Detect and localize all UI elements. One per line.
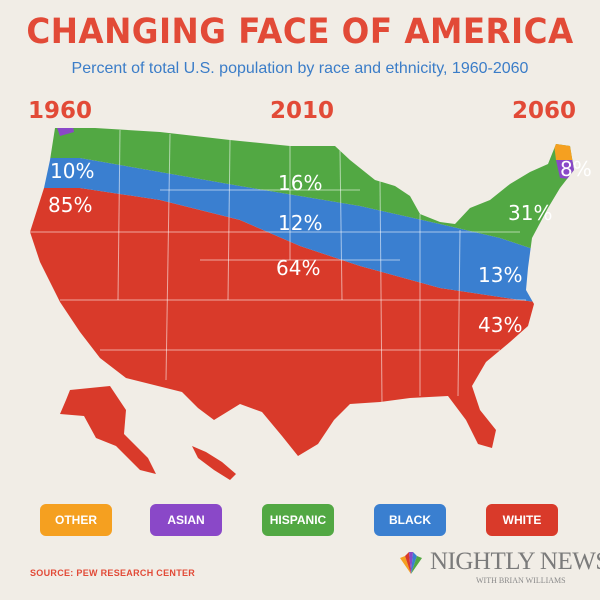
brand-block: NIGHTLY NEWS WITH BRIAN WILLIAMS xyxy=(396,548,600,588)
data-label-hispanic-2010: 16% xyxy=(278,171,322,195)
brand-name: NIGHTLY NEWS xyxy=(430,548,600,575)
data-label-white-2010: 64% xyxy=(276,256,320,280)
brand-subtitle: WITH BRIAN WILLIAMS xyxy=(476,576,566,585)
band-white xyxy=(30,188,574,480)
year-label-2010: 2010 xyxy=(270,98,335,124)
page-subtitle: Percent of total U.S. population by race… xyxy=(71,60,529,77)
band-asian-1960 xyxy=(55,128,74,136)
data-label-white-2060: 43% xyxy=(478,313,522,337)
legend-item-other: OTHER xyxy=(40,504,112,536)
data-label-black-2060: 13% xyxy=(478,263,522,287)
year-label-2060: 2060 xyxy=(512,98,577,124)
data-label-black-2010: 12% xyxy=(278,211,322,235)
data-label-asian-2060: 8% xyxy=(560,157,592,181)
band-black xyxy=(30,158,574,310)
band-asian-2060 xyxy=(556,160,574,180)
source-note: SOURCE: PEW RESEARCH CENTER xyxy=(30,568,196,578)
page-title: CHANGING FACE OF AMERICA xyxy=(26,12,574,52)
legend-item-black: BLACK xyxy=(374,504,446,536)
peacock-logo-icon xyxy=(400,552,422,574)
data-label-white-1960: 85% xyxy=(48,193,92,217)
legend-item-asian: ASIAN xyxy=(150,504,222,536)
legend-item-white: WHITE xyxy=(486,504,558,536)
year-label-1960: 1960 xyxy=(28,98,93,124)
data-label-hispanic-2060: 31% xyxy=(508,201,552,225)
data-label-black-1960: 10% xyxy=(50,159,94,183)
legend-item-hispanic: HISPANIC xyxy=(262,504,334,536)
